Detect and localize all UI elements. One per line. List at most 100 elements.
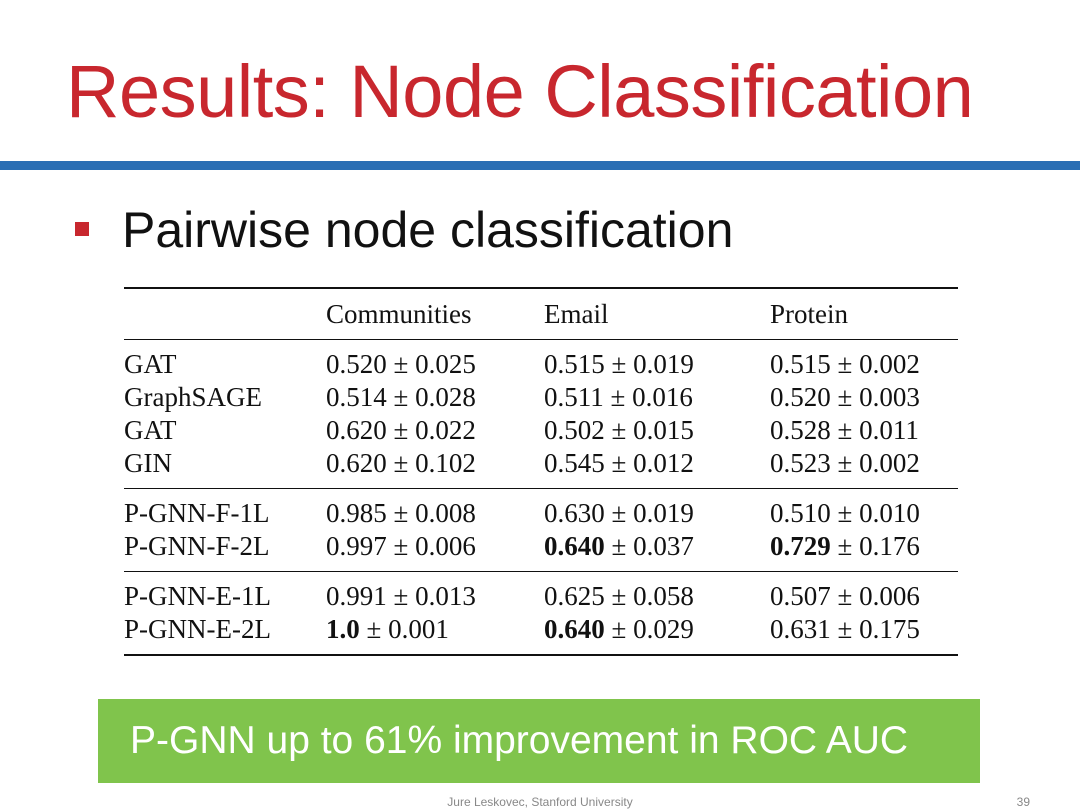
value-cell: 0.640 ± 0.037 (544, 530, 770, 572)
plus-minus-sign: ± (603, 382, 633, 412)
plus-minus-sign: ± (386, 531, 416, 561)
slide-title: Results: Node Classification (66, 50, 974, 133)
plus-minus-sign: ± (604, 415, 634, 445)
plus-minus-sign: ± (604, 581, 634, 611)
mean-value: 1.0 (326, 614, 360, 644)
title-divider (0, 161, 1080, 170)
std-value: 0.022 (415, 415, 476, 445)
table-header-row: Communities Email Protein (124, 287, 958, 340)
std-value: 0.176 (859, 531, 920, 561)
value-cell: 1.0 ± 0.001 (326, 613, 544, 656)
value-cell: 0.985 ± 0.008 (326, 489, 544, 531)
table-row-group: P-GNN-E-1L 0.991 ± 0.013 0.625 ± 0.058 0.50… (124, 572, 958, 656)
plus-minus-sign: ± (386, 498, 416, 528)
mean-value: 0.620 (326, 448, 387, 478)
table-row: P-GNN-F-1L 0.985 ± 0.008 0.630 ± 0.019 0.51… (124, 489, 958, 531)
std-value: 0.013 (415, 581, 476, 611)
std-value: 0.003 (859, 382, 920, 412)
plus-minus-sign: ± (386, 382, 416, 412)
banner-text: P-GNN up to 61% improvement in ROC AUC (130, 719, 909, 762)
std-value: 0.006 (415, 531, 476, 561)
std-value: 0.002 (859, 448, 920, 478)
value-cell: 0.625 ± 0.058 (544, 572, 770, 614)
plus-minus-sign: ± (604, 349, 634, 379)
plus-minus-sign: ± (604, 498, 634, 528)
mean-value: 0.640 (544, 531, 605, 561)
table-row: GAT 0.520 ± 0.025 0.515 ± 0.019 0.515 ± 0.0… (124, 340, 958, 382)
value-cell: 0.528 ± 0.011 (770, 414, 958, 447)
plus-minus-sign: ± (830, 382, 860, 412)
mean-value: 0.502 (544, 415, 605, 445)
mean-value: 0.514 (326, 382, 387, 412)
table-row: P-GNN-E-1L 0.991 ± 0.013 0.625 ± 0.058 0.50… (124, 572, 958, 614)
plus-minus-sign: ± (386, 349, 416, 379)
mean-value: 0.520 (326, 349, 387, 379)
std-value: 0.011 (859, 415, 919, 445)
mean-value: 0.511 (544, 382, 604, 412)
value-cell: 0.515 ± 0.002 (770, 340, 958, 382)
highlight-banner: P-GNN up to 61% improvement in ROC AUC (98, 699, 980, 783)
plus-minus-sign: ± (604, 531, 634, 561)
mean-value: 0.985 (326, 498, 387, 528)
table-row-group: GAT 0.520 ± 0.025 0.515 ± 0.019 0.515 ± 0.0… (124, 340, 958, 489)
value-cell: 0.620 ± 0.102 (326, 447, 544, 489)
method-cell: GAT (124, 415, 177, 445)
value-cell: 0.620 ± 0.022 (326, 414, 544, 447)
bullet-square-icon (75, 222, 89, 236)
std-value: 0.006 (859, 581, 920, 611)
value-cell: 0.520 ± 0.003 (770, 381, 958, 414)
std-value: 0.015 (633, 415, 694, 445)
table-row: GAT 0.620 ± 0.022 0.502 ± 0.015 0.528 ± 0.0… (124, 414, 958, 447)
mean-value: 0.625 (544, 581, 605, 611)
plus-minus-sign: ± (830, 614, 860, 644)
plus-minus-sign: ± (604, 448, 634, 478)
method-cell: P-GNN-F-2L (124, 530, 326, 572)
column-header-protein: Protein (770, 287, 958, 340)
column-header-communities: Communities (326, 287, 544, 340)
value-cell: 0.514 ± 0.028 (326, 381, 544, 414)
bullet-text: Pairwise node classification (122, 202, 734, 258)
plus-minus-sign: ± (386, 448, 416, 478)
value-cell: 0.729 ± 0.176 (770, 530, 958, 572)
std-value: 0.010 (859, 498, 920, 528)
mean-value: 0.515 (544, 349, 605, 379)
value-cell: 0.511 ± 0.016 (544, 381, 770, 414)
plus-minus-sign: ± (830, 531, 860, 561)
value-cell: 0.991 ± 0.013 (326, 572, 544, 614)
plus-minus-sign: ± (830, 349, 860, 379)
value-cell: 0.523 ± 0.002 (770, 447, 958, 489)
std-value: 0.175 (859, 614, 920, 644)
value-cell: 0.502 ± 0.015 (544, 414, 770, 447)
method-cell: GAT (124, 349, 177, 379)
std-value: 0.037 (633, 531, 694, 561)
table-row: P-GNN-F-2L 0.997 ± 0.006 0.640 ± 0.037 0.72… (124, 530, 958, 572)
std-value: 0.029 (633, 614, 694, 644)
value-cell: 0.630 ± 0.019 (544, 489, 770, 531)
value-cell: 0.520 ± 0.025 (326, 340, 544, 382)
plus-minus-sign: ± (830, 498, 860, 528)
results-table: Communities Email Protein GAT 0.520 ± 0.0… (124, 287, 958, 656)
plus-minus-sign: ± (830, 448, 860, 478)
table-row: GraphSAGE 0.514 ± 0.028 0.511 ± 0.016 0.520… (124, 381, 958, 414)
value-cell: 0.997 ± 0.006 (326, 530, 544, 572)
value-cell: 0.510 ± 0.010 (770, 489, 958, 531)
std-value: 0.025 (415, 349, 476, 379)
std-value: 0.001 (388, 614, 449, 644)
std-value: 0.019 (633, 349, 694, 379)
method-cell: P-GNN-E-1L (124, 581, 271, 611)
mean-value: 0.997 (326, 531, 387, 561)
mean-value: 0.991 (326, 581, 387, 611)
table-header: Communities Email Protein (124, 287, 958, 340)
method-cell: GraphSAGE (124, 382, 262, 412)
mean-value: 0.515 (770, 349, 831, 379)
mean-value: 0.545 (544, 448, 605, 478)
std-value: 0.002 (859, 349, 920, 379)
mean-value: 0.729 (770, 531, 831, 561)
footer-credit: Jure Leskovec, Stanford University (447, 795, 633, 809)
std-value: 0.102 (415, 448, 476, 478)
std-value: 0.058 (633, 581, 694, 611)
mean-value: 0.507 (770, 581, 831, 611)
std-value: 0.028 (415, 382, 476, 412)
mean-value: 0.620 (326, 415, 387, 445)
std-value: 0.019 (633, 498, 694, 528)
